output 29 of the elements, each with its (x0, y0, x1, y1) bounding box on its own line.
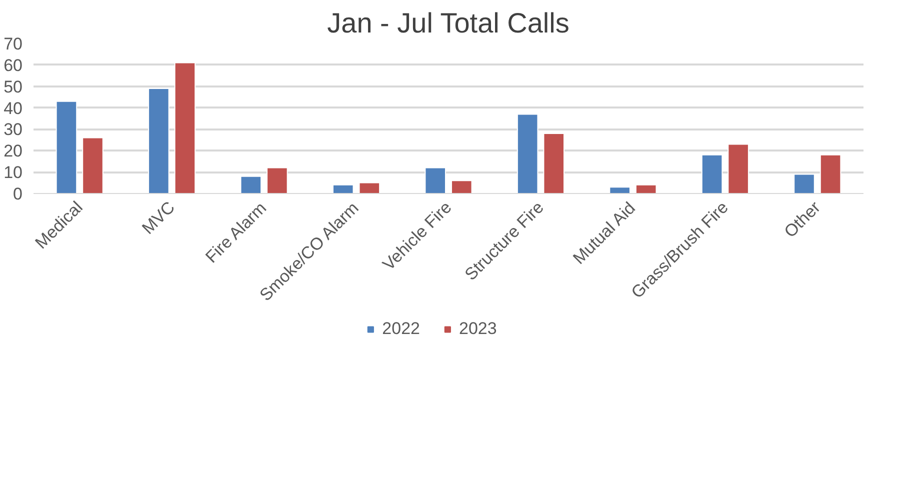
bar (794, 174, 815, 194)
bar (516, 114, 538, 194)
legend-label: 2023 (459, 319, 497, 339)
y-tick-label: 60 (4, 56, 23, 75)
bar (148, 88, 170, 194)
bar (174, 62, 196, 194)
bar (701, 154, 723, 194)
y-tick-label: 40 (4, 98, 23, 118)
y-tick-label: 0 (13, 184, 23, 204)
bar (358, 182, 380, 194)
bar (820, 154, 842, 194)
bar (240, 176, 262, 194)
y-tick-label: 20 (4, 142, 23, 161)
bar (56, 100, 78, 194)
y-tick-label: 10 (4, 163, 23, 182)
y-tick-label: 30 (4, 120, 23, 140)
y-tick-label: 70 (4, 34, 23, 54)
bar (450, 180, 472, 194)
bar (82, 137, 104, 194)
bar (266, 167, 288, 194)
bar (543, 133, 565, 194)
bar (728, 144, 749, 194)
legend-label: 2022 (382, 319, 420, 339)
bar (635, 184, 657, 194)
bar (332, 184, 354, 194)
chart-title: Jan - Jul Total Calls (327, 8, 570, 38)
y-tick-label: 50 (4, 77, 23, 96)
bar (424, 167, 446, 194)
bar (609, 186, 630, 194)
